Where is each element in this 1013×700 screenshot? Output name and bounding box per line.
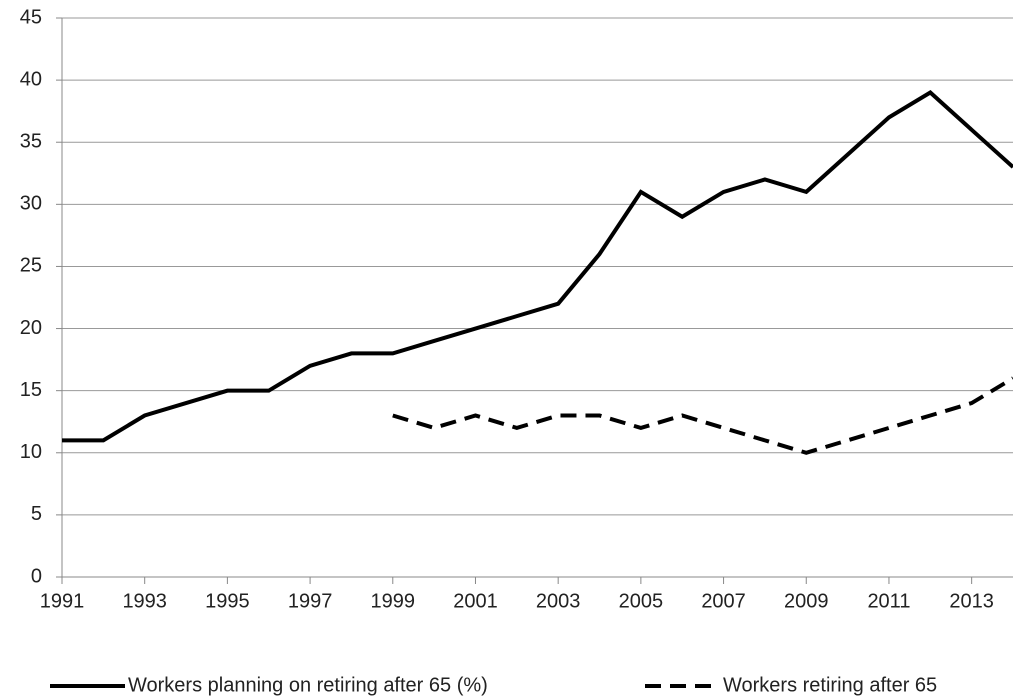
x-tick-label: 1995 xyxy=(205,590,250,612)
line-series xyxy=(392,376,1013,455)
y-tick-label: 10 xyxy=(20,441,42,463)
x-tick-label: 1991 xyxy=(40,590,85,612)
x-tick-label: 1999 xyxy=(371,590,416,612)
line-series xyxy=(62,90,1013,443)
y-tick-label: 45 xyxy=(20,6,42,28)
y-tick-label: 30 xyxy=(20,193,42,215)
x-tick-label: 2005 xyxy=(619,590,664,612)
y-tick-label: 15 xyxy=(20,379,42,401)
y-tick-label: 0 xyxy=(31,565,42,587)
x-tick-label: 2009 xyxy=(784,590,829,612)
x-tick-label: 2013 xyxy=(949,590,994,612)
y-tick-label: 20 xyxy=(20,317,42,339)
x-tick-label: 2003 xyxy=(536,590,581,612)
y-tick-label: 35 xyxy=(20,131,42,153)
y-tick-label: 25 xyxy=(20,255,42,277)
x-tick-label: 1997 xyxy=(288,590,333,612)
x-tick-label: 2001 xyxy=(453,590,498,612)
legend-label: Workers retiring after 65 xyxy=(723,674,937,696)
x-tick-label: 2011 xyxy=(867,590,910,612)
y-tick-label: 40 xyxy=(20,68,42,90)
x-tick-label: 1993 xyxy=(122,590,167,612)
legend-label: Workers planning on retiring after 65 (%… xyxy=(128,674,488,696)
x-tick-label: 2007 xyxy=(701,590,746,612)
y-tick-label: 5 xyxy=(31,503,42,525)
